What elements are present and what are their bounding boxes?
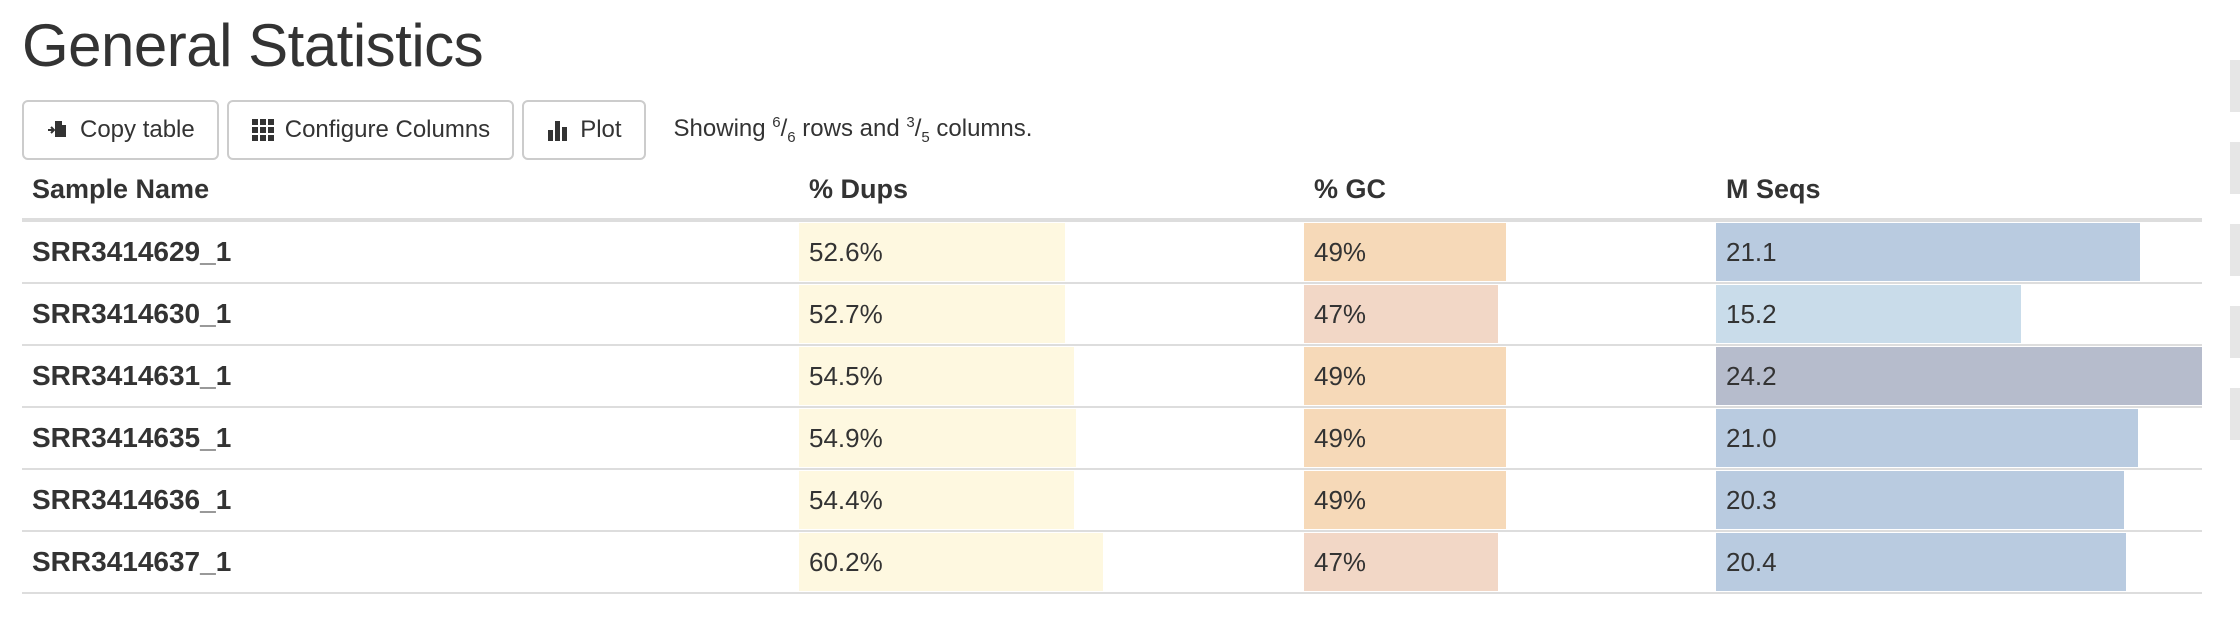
mseqs-value: 20.3 xyxy=(1726,484,1777,515)
dups-value: 54.5% xyxy=(809,360,883,391)
table-body: SRR3414629_1 52.6% 49% 21.1 SRR3414630_1 52.7… xyxy=(22,220,2202,594)
mseqs-bar xyxy=(1716,285,2022,343)
dups-value: 54.4% xyxy=(809,484,883,515)
gc-value: 49% xyxy=(1314,360,1367,391)
column-header-gc[interactable]: % GC xyxy=(1304,160,1716,222)
dups-cell: 52.7% xyxy=(799,283,1304,346)
dups-bar xyxy=(799,347,1075,405)
dups-bar xyxy=(799,409,1077,467)
copy-table-button[interactable]: Copy table xyxy=(22,100,219,160)
sample-name-cell: SRR3414630_1 xyxy=(22,283,799,346)
dups-cell: 60.2% xyxy=(799,531,1304,594)
mseqs-value: 21.1 xyxy=(1726,236,1777,267)
grid-icon xyxy=(251,118,275,142)
gc-cell: 49% xyxy=(1304,407,1716,470)
scrollbar-track[interactable] xyxy=(2230,60,2240,470)
column-header-m-seqs[interactable]: M Seqs xyxy=(1716,160,2202,222)
bar-chart-icon xyxy=(546,118,570,142)
gc-bar xyxy=(1304,471,1506,529)
mseqs-value: 20.4 xyxy=(1726,546,1777,577)
mseqs-value: 21.0 xyxy=(1726,422,1777,453)
mseqs-cell: 20.3 xyxy=(1716,469,2202,532)
gc-cell: 47% xyxy=(1304,531,1716,594)
configure-columns-label: Configure Columns xyxy=(284,116,491,143)
gc-bar xyxy=(1304,285,1498,343)
column-header-sample-name[interactable]: Sample Name xyxy=(22,160,799,222)
mseqs-cell: 20.4 xyxy=(1716,531,2202,594)
table-row: SRR3414629_1 52.6% 49% 21.1 xyxy=(22,220,2202,284)
table-row: SRR3414637_1 60.2% 47% 20.4 xyxy=(22,531,2202,594)
dups-value: 54.9% xyxy=(809,422,883,453)
gc-bar xyxy=(1304,223,1506,281)
gc-cell: 49% xyxy=(1304,220,1716,284)
sample-name-cell: SRR3414637_1 xyxy=(22,531,799,594)
gc-value: 49% xyxy=(1314,236,1367,267)
dups-value: 60.2% xyxy=(809,546,883,577)
gc-value: 49% xyxy=(1314,484,1367,515)
gc-bar xyxy=(1304,409,1506,467)
mseqs-cell: 21.1 xyxy=(1716,220,2202,284)
mseqs-bar xyxy=(1716,409,2138,467)
mseqs-cell: 24.2 xyxy=(1716,345,2202,408)
mseqs-bar xyxy=(1716,223,2140,281)
plot-button[interactable]: Plot xyxy=(522,100,646,160)
dups-bar xyxy=(799,223,1065,281)
table-header-row: Sample Name % Dups % GC M Seqs xyxy=(22,160,2202,222)
mseqs-value: 24.2 xyxy=(1726,360,1777,391)
gc-cell: 49% xyxy=(1304,469,1716,532)
page-title: General Statistics xyxy=(22,12,484,79)
mseqs-bar xyxy=(1716,347,2202,405)
dups-bar xyxy=(799,285,1066,343)
dups-bar xyxy=(799,471,1074,529)
mseqs-bar xyxy=(1716,533,2126,591)
gc-value: 47% xyxy=(1314,546,1367,577)
general-stats-table: Sample Name % Dups % GC M Seqs SRR341462… xyxy=(22,160,2202,594)
mseqs-cell: 15.2 xyxy=(1716,283,2202,346)
dups-cell: 54.4% xyxy=(799,469,1304,532)
sample-name-cell: SRR3414635_1 xyxy=(22,407,799,470)
gc-bar xyxy=(1304,533,1498,591)
copy-table-label: Copy table xyxy=(80,116,195,143)
column-header-dups[interactable]: % Dups xyxy=(799,160,1304,222)
dups-cell: 52.6% xyxy=(799,220,1304,284)
plot-label: Plot xyxy=(580,116,622,143)
mseqs-bar xyxy=(1716,471,2124,529)
dups-cell: 54.5% xyxy=(799,345,1304,408)
row-column-count: Showing 6/6 rows and 3/5 columns. xyxy=(673,114,1033,146)
sample-name-cell: SRR3414636_1 xyxy=(22,469,799,532)
dups-bar xyxy=(799,533,1103,591)
gc-cell: 49% xyxy=(1304,345,1716,408)
gc-value: 49% xyxy=(1314,422,1367,453)
gc-bar xyxy=(1304,347,1506,405)
gc-cell: 47% xyxy=(1304,283,1716,346)
mseqs-value: 15.2 xyxy=(1726,298,1777,329)
mseqs-cell: 21.0 xyxy=(1716,407,2202,470)
dups-cell: 54.9% xyxy=(799,407,1304,470)
sample-name-cell: SRR3414629_1 xyxy=(22,220,799,284)
configure-columns-button[interactable]: Configure Columns xyxy=(226,100,515,160)
sample-name-cell: SRR3414631_1 xyxy=(22,345,799,408)
copy-icon xyxy=(46,118,70,142)
dups-value: 52.6% xyxy=(809,236,883,267)
table-toolbar: Copy table Configure Columns Plot Showin… xyxy=(22,100,1032,160)
dups-value: 52.7% xyxy=(809,298,883,329)
gc-value: 47% xyxy=(1314,298,1367,329)
table-row: SRR3414631_1 54.5% 49% 24.2 xyxy=(22,345,2202,408)
table-row: SRR3414635_1 54.9% 49% 21.0 xyxy=(22,407,2202,470)
table-row: SRR3414630_1 52.7% 47% 15.2 xyxy=(22,283,2202,346)
table-row: SRR3414636_1 54.4% 49% 20.3 xyxy=(22,469,2202,532)
